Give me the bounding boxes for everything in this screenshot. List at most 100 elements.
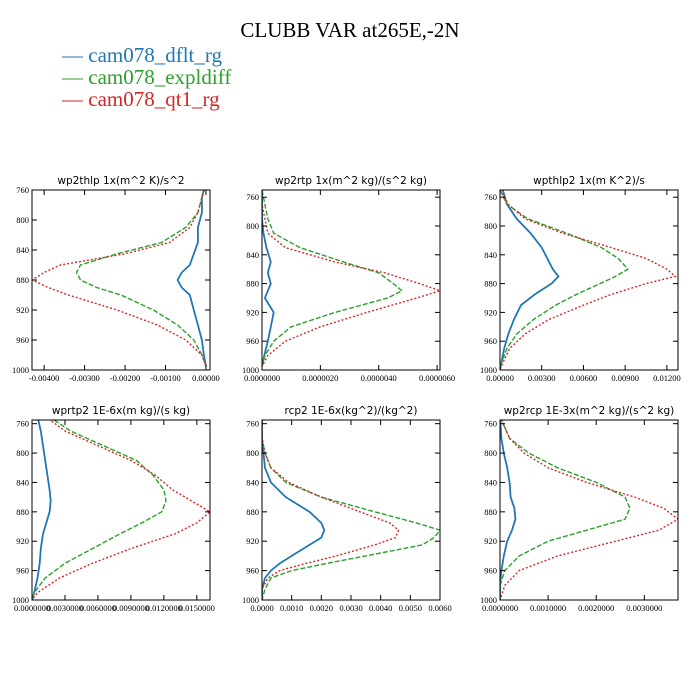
y-tick-label: 920	[16, 536, 29, 546]
series-line-cam078_dflt_rg	[32, 420, 52, 600]
series-line-cam078_expldiff	[262, 190, 404, 367]
y-tick-label: 800	[16, 448, 29, 458]
series-line-cam078_expldiff	[32, 420, 167, 600]
plot-frame	[499, 189, 679, 371]
x-tick-label: 0.00900	[611, 373, 639, 383]
y-tick-label: 840	[16, 245, 29, 255]
series-line-cam078_dflt_rg	[262, 190, 275, 367]
x-tick-label: 0.00000	[486, 373, 514, 383]
legend-item-expldiff: — cam078_expldiff	[62, 65, 232, 89]
y-tick-label: 920	[246, 307, 259, 317]
x-tick-label: -0.00100	[150, 373, 180, 383]
x-tick-label: 0.00300	[528, 373, 556, 383]
x-tick-label: 0.0050	[399, 603, 422, 613]
x-tick-label: 0.0030000	[626, 603, 662, 613]
series-line-cam078_qt1_rg	[32, 420, 210, 600]
x-tick-label: 0.0000040	[361, 373, 397, 383]
panel-title: wp2rtp 1x(m^2 kg)/(s^2 kg)	[275, 175, 427, 187]
y-tick-label: 920	[484, 536, 497, 546]
y-tick-label: 800	[484, 221, 497, 231]
y-tick-label: 960	[16, 566, 29, 576]
y-tick-label: 1000	[480, 595, 497, 605]
x-tick-label: 0.0030000	[47, 603, 83, 613]
y-tick-label: 840	[16, 477, 29, 487]
legend-item-qt1: — cam078_qt1_rg	[62, 87, 220, 111]
plot-frame	[31, 189, 211, 371]
y-tick-label: 1000	[242, 365, 259, 375]
y-tick-label: 800	[16, 215, 29, 225]
x-tick-label: 0.00600	[570, 373, 598, 383]
y-tick-label: 840	[484, 477, 497, 487]
panel-title: wpthlp2 1x(m K^2)/s	[533, 175, 645, 187]
panel-title: wp2thlp 1x(m^2 K)/s^2	[57, 175, 184, 187]
series-line-cam078_dflt_rg	[500, 190, 560, 370]
y-tick-label: 760	[16, 185, 29, 195]
y-tick-label: 880	[246, 279, 259, 289]
x-tick-label: -0.00300	[69, 373, 99, 383]
y-tick-label: 840	[246, 477, 259, 487]
series-line-cam078_expldiff	[500, 420, 631, 600]
series-line-cam078_dflt_rg	[262, 420, 326, 600]
series-line-cam078_dflt_rg	[176, 190, 207, 367]
y-tick-label: 760	[16, 419, 29, 429]
series-line-cam078_qt1_rg	[32, 190, 207, 367]
y-tick-label: 920	[16, 305, 29, 315]
x-tick-label: 0.0030	[339, 603, 362, 613]
y-tick-label: 1000	[242, 595, 259, 605]
y-tick-label: 960	[246, 566, 259, 576]
y-tick-label: 960	[484, 566, 497, 576]
legend: — cam078_dflt_rg — cam078_expldiff — cam…	[62, 44, 231, 110]
y-tick-label: 880	[484, 279, 497, 289]
panel-5: rcp2 1E-6x(kg^2)/(kg^2) 760 800 840 880 920 96…	[242, 405, 452, 613]
y-tick-label: 760	[484, 419, 497, 429]
series-line-cam078_qt1_rg	[262, 420, 400, 600]
panel-title: rcp2 1E-6x(kg^2)/(kg^2)	[285, 405, 418, 417]
series-line-cam078_qt1_rg	[500, 190, 677, 370]
figure-title: CLUBB VAR at265E,-2N	[240, 18, 460, 42]
panel-4: wprtp2 1E-6x(m kg)/(s kg) 760 800 840 880 920…	[12, 405, 215, 613]
y-tick-label: 760	[484, 192, 497, 202]
y-tick-label: 840	[246, 250, 259, 260]
y-tick-label: 880	[16, 275, 29, 285]
x-tick-label: 0.00000	[192, 373, 220, 383]
x-tick-label: 0.0000020	[302, 373, 338, 383]
y-tick-label: 1000	[12, 595, 29, 605]
plot-frame	[499, 419, 679, 601]
plot-frame	[31, 419, 211, 601]
panel-title: wprtp2 1E-6x(m kg)/(s kg)	[52, 405, 190, 417]
y-tick-label: 880	[246, 507, 259, 517]
y-tick-label: 1000	[12, 365, 29, 375]
x-tick-label: 0.0060000	[80, 603, 116, 613]
y-tick-label: 960	[16, 335, 29, 345]
panel-2: wp2rtp 1x(m^2 kg)/(s^2 kg) 760 800 840 880 92…	[242, 175, 455, 383]
y-tick-label: 760	[246, 419, 259, 429]
y-tick-label: 1000	[480, 365, 497, 375]
x-tick-label: 0.0000000	[244, 373, 280, 383]
series-line-cam078_expldiff	[75, 190, 207, 367]
y-tick-label: 760	[246, 192, 259, 202]
series-line-cam078_dflt_rg	[500, 420, 517, 600]
x-tick-label: 0.0120000	[146, 603, 182, 613]
x-tick-label: -0.00400	[29, 373, 59, 383]
plot-frame	[261, 419, 441, 601]
x-tick-label: 0.0060	[428, 603, 451, 613]
y-tick-label: 880	[16, 507, 29, 517]
y-tick-label: 840	[484, 250, 497, 260]
panel-6: wp2rcp 1E-3x(m^2 kg)/(s^2 kg) 760 800 840 88…	[480, 405, 679, 613]
x-tick-label: 0.0020	[310, 603, 333, 613]
x-tick-label: 0.0040	[369, 603, 392, 613]
x-tick-label: 0.0020000	[578, 603, 614, 613]
series-line-cam078_qt1_rg	[262, 190, 440, 367]
y-tick-label: 800	[246, 221, 259, 231]
x-tick-label: 0.0000	[250, 603, 273, 613]
y-tick-label: 960	[246, 336, 259, 346]
x-tick-label: 0.0000000	[482, 603, 518, 613]
series-line-cam078_expldiff	[262, 420, 440, 600]
y-tick-label: 920	[484, 307, 497, 317]
plot-frame	[261, 189, 441, 371]
x-tick-label: -0.00200	[110, 373, 140, 383]
x-tick-label: 0.0000000	[14, 603, 50, 613]
y-tick-label: 920	[246, 536, 259, 546]
y-tick-label: 960	[484, 336, 497, 346]
